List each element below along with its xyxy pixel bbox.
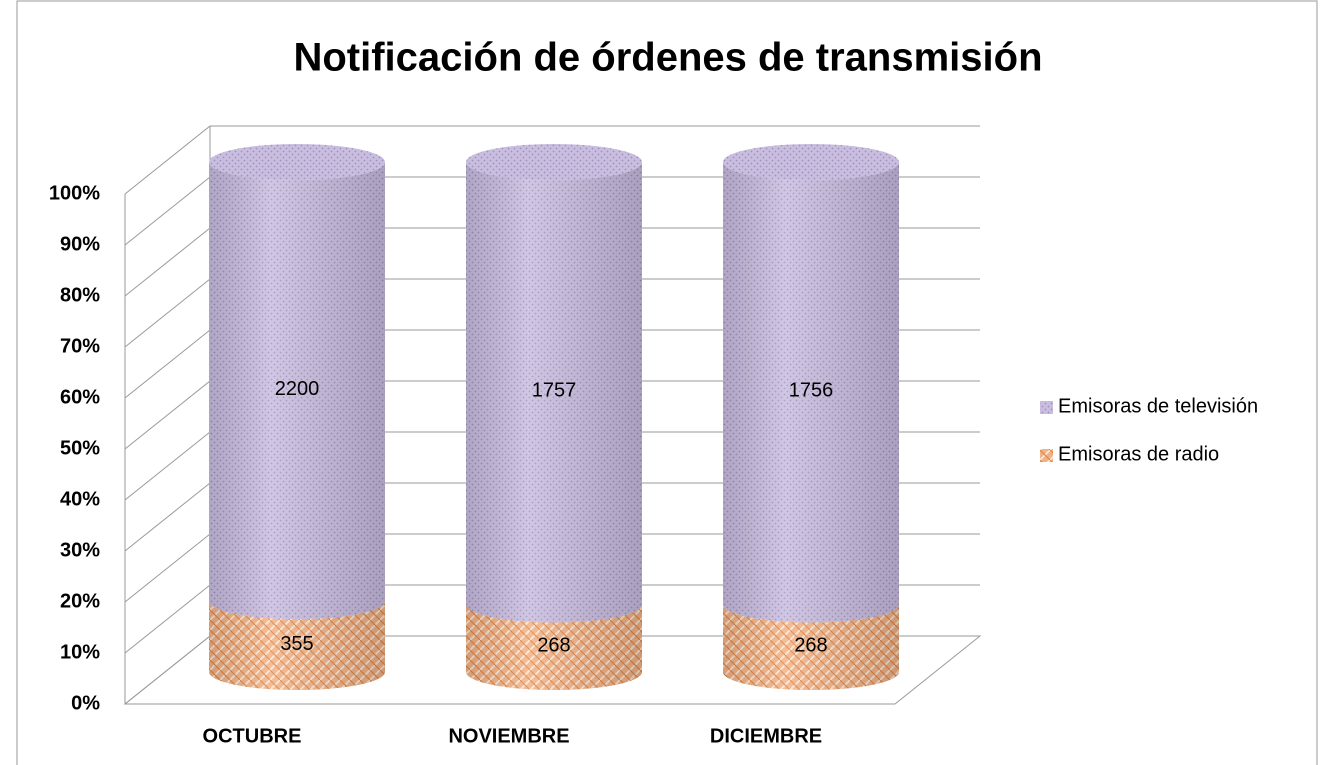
x-tick-label: OCTUBRE [203, 725, 302, 747]
legend-swatch-texture [1040, 449, 1053, 462]
legend-swatch-texture [1040, 401, 1053, 414]
legend-label: Emisoras de radio [1058, 443, 1219, 465]
y-tick-label: 100% [49, 182, 100, 204]
grid-line [124, 278, 211, 348]
grid-line [124, 482, 211, 552]
data-label: 1757 [532, 380, 577, 402]
y-tick-label: 30% [60, 539, 100, 561]
y-tick-label: 40% [60, 488, 100, 510]
data-label: 1756 [789, 380, 834, 402]
data-label: 268 [537, 635, 570, 657]
cylinder-top-texture [723, 144, 899, 180]
segment-shade [466, 162, 642, 623]
x-tick-label: NOVIEMBRE [448, 725, 569, 747]
cylinder-top-texture [209, 144, 385, 180]
legend-label: Emisoras de televisión [1058, 395, 1258, 417]
segment-shade [209, 601, 385, 690]
y-tick-label: 50% [60, 437, 100, 459]
y-tick-label: 80% [60, 284, 100, 306]
grid-line [124, 329, 211, 399]
x-tick-label: DICIEMBRE [710, 725, 822, 747]
grid-line [124, 176, 211, 246]
y-tick-label: 20% [60, 590, 100, 612]
grid-line [124, 227, 211, 297]
data-label: 2200 [275, 378, 320, 400]
data-label: 268 [794, 635, 827, 657]
y-tick-label: 10% [60, 641, 100, 663]
grid-line [124, 380, 211, 450]
grid-line [124, 125, 211, 195]
y-tick-label: 90% [60, 233, 100, 255]
y-tick-label: 0% [71, 692, 100, 714]
segment-shade [466, 604, 642, 690]
segment-shade [723, 604, 899, 690]
chart-title: Notificación de órdenes de transmisión [293, 36, 1042, 80]
y-tick-label: 60% [60, 386, 100, 408]
y-tick-label: 70% [60, 335, 100, 357]
cylinder-top-texture [466, 144, 642, 180]
data-label: 355 [280, 633, 313, 655]
grid-line [124, 533, 211, 603]
segment-shade [723, 162, 899, 623]
segment-shade [209, 162, 385, 620]
grid-line [124, 431, 211, 501]
grid-line [124, 584, 211, 654]
grid-line [124, 635, 211, 705]
